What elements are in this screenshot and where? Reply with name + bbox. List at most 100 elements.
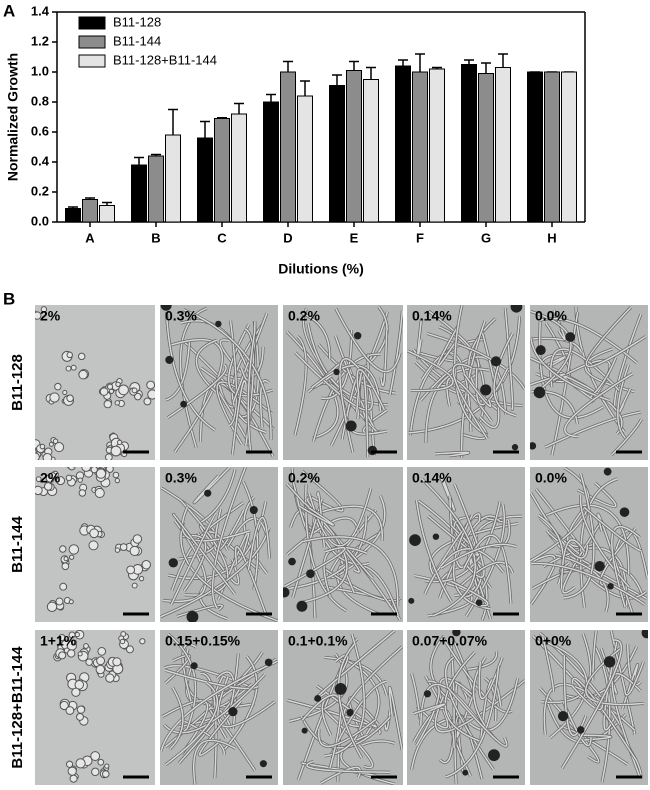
spore-cluster [314, 695, 322, 702]
hypha-core [530, 492, 589, 559]
bar [82, 199, 98, 223]
spore-cluster [306, 569, 315, 579]
cell [132, 534, 143, 544]
row-label: B11-144 [9, 515, 26, 572]
micrograph: 1+1% [35, 630, 155, 785]
micrograph: 0.0% [530, 305, 648, 460]
spore-cluster [557, 710, 569, 722]
image-label: 0.2% [288, 308, 320, 324]
legend-swatch [78, 35, 106, 49]
hypha-core [415, 680, 440, 746]
hypha-core [165, 311, 216, 431]
x-tick-label: G [481, 230, 491, 245]
hypha-core [450, 580, 489, 607]
micrograph: 0.3% [160, 467, 278, 622]
micrograph: 0.2% [283, 467, 403, 622]
hypha-core [530, 373, 566, 386]
hypha-core [318, 505, 383, 541]
x-tick-label: A [85, 230, 95, 245]
bar [65, 208, 81, 223]
cell [35, 311, 42, 320]
hyphae [286, 630, 403, 785]
cell [22, 448, 29, 455]
hypha-core [301, 312, 331, 359]
cell [90, 751, 101, 762]
hypha-core [211, 467, 247, 609]
cell [68, 599, 74, 605]
cell [95, 664, 106, 675]
cell [108, 388, 115, 394]
hypha-core [320, 705, 374, 769]
hypha-core [302, 536, 399, 607]
bar [429, 68, 445, 223]
spore-cluster [367, 445, 378, 456]
cell [118, 384, 129, 396]
hypha-core [454, 305, 488, 437]
legend-label: B11-128 [113, 14, 161, 29]
cell [131, 387, 138, 394]
image-label: 0.15+0.15% [165, 633, 241, 649]
hypha-core [553, 309, 566, 341]
cell [56, 476, 66, 486]
hypha-core [539, 687, 600, 763]
cell [65, 706, 75, 715]
hypha-core [234, 546, 268, 616]
cell [110, 445, 122, 457]
cell [40, 306, 48, 313]
y-tick-label: 0.6 [31, 123, 49, 138]
image-label: 0.3% [165, 470, 197, 486]
cell [68, 544, 80, 555]
cell [143, 397, 152, 406]
spore-cluster [533, 386, 546, 399]
cell [59, 700, 69, 711]
hypha-core [571, 677, 637, 761]
hypha-core [171, 531, 229, 591]
hypha-core [542, 504, 630, 575]
hypha-core [440, 543, 517, 569]
spore-cluster [488, 749, 500, 762]
hypha-core [380, 330, 388, 387]
cell [67, 766, 77, 776]
cell [78, 369, 88, 380]
micrograph-bg [35, 630, 155, 785]
cell [35, 485, 43, 496]
y-tick-label: 0.8 [31, 93, 49, 108]
micrograph: 0.2% [283, 305, 403, 460]
hypha-core [324, 656, 388, 696]
cell [119, 638, 126, 645]
cell [139, 638, 146, 645]
hypha-core [334, 335, 375, 427]
cell [42, 295, 50, 303]
hypha-core [299, 505, 334, 526]
x-axis-title: Dilutions (%) [278, 261, 364, 277]
spore-cluster [259, 760, 267, 768]
cell [39, 443, 46, 450]
hypha-core [452, 363, 488, 440]
cell [45, 297, 50, 302]
hypha-core [562, 519, 603, 594]
hypha-core [563, 646, 638, 699]
row-label: B11-128+B11-144 [9, 646, 26, 769]
hyphae [285, 305, 403, 458]
bar [297, 95, 313, 223]
hypha-core [561, 639, 622, 769]
cell [78, 489, 87, 497]
cell [74, 680, 85, 690]
bar [412, 71, 428, 223]
cell [77, 651, 83, 657]
cell [65, 365, 72, 372]
bar [99, 205, 115, 223]
hypha-core [579, 495, 630, 588]
hyphae [408, 472, 522, 621]
spore-cluster [345, 420, 357, 432]
cell [71, 639, 78, 645]
spore-cluster [619, 507, 630, 517]
cell [138, 575, 145, 582]
cell [43, 482, 53, 491]
panel-label: B [3, 289, 15, 308]
cell [49, 296, 55, 302]
cell [97, 758, 105, 766]
spore-cluster [301, 727, 308, 734]
hypha-core [463, 373, 492, 408]
image-label: 2% [40, 308, 61, 324]
